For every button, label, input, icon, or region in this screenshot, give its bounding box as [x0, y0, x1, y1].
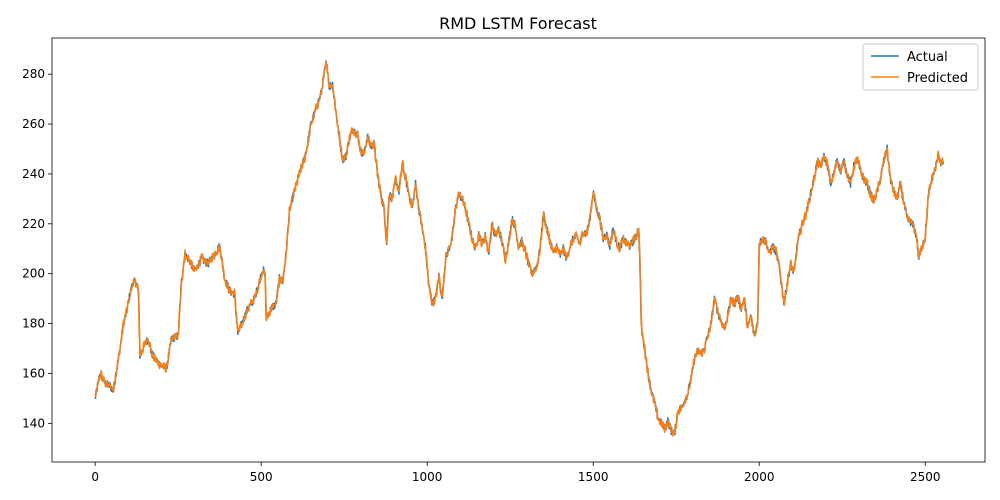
x-tick-label: 1500 [578, 470, 609, 484]
y-tick-label: 240 [22, 167, 45, 181]
x-tick-label: 0 [91, 470, 99, 484]
series-layer [94, 60, 945, 437]
y-tick-label: 180 [22, 317, 45, 331]
y-tick-label: 160 [22, 366, 45, 380]
x-tick-label: 2000 [744, 470, 775, 484]
y-tick-label: 200 [22, 267, 45, 281]
x-tick-label: 500 [250, 470, 273, 484]
y-tick-label: 220 [22, 217, 45, 231]
legend-label-actual: Actual [907, 50, 948, 65]
x-tick-label: 2500 [910, 470, 941, 484]
y-tick-label: 280 [22, 67, 45, 81]
x-tick-label: 1000 [412, 470, 443, 484]
axes-layer: 0 500 1000 1500 2000 2500 140 160 180 200 220 240 26… [22, 37, 986, 484]
chart-title: RMD LSTM Forecast [439, 14, 597, 33]
y-tick-label: 260 [22, 117, 45, 131]
y-tick-label: 140 [22, 416, 45, 430]
legend-label-predicted: Predicted [907, 71, 968, 86]
plot-frame [51, 37, 986, 463]
legend: Actual Predicted [862, 43, 979, 91]
series-line-predicted [94, 61, 945, 437]
